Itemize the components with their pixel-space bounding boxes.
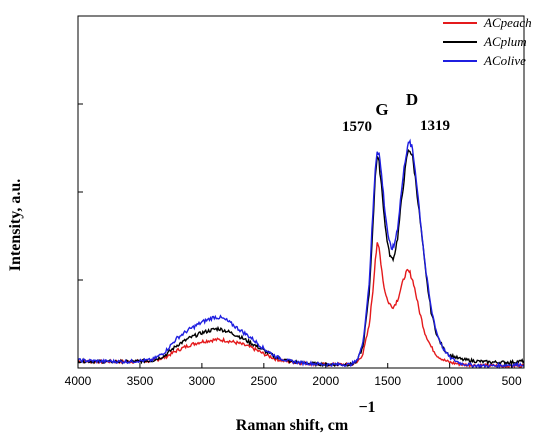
x-tick-label-2000: 2000 [312, 374, 339, 388]
x-tick-label-1000: 1000 [436, 374, 463, 388]
x-tick-label-3500: 3500 [127, 374, 154, 388]
x-tick-label-500: 500 [502, 374, 522, 388]
y-axis-title: Intensity, a.u. [7, 179, 24, 271]
legend-label-acolive: AColive [483, 53, 526, 68]
annotation-g-position: 1570 [342, 119, 372, 135]
annotation-d-position: 1319 [420, 118, 450, 134]
series-lines-group [77, 138, 525, 370]
x-axis-title-superscript: −1 [358, 399, 375, 416]
x-tick-label-2500: 2500 [250, 374, 277, 388]
legend: ACpeach ACplum AColive [443, 15, 532, 68]
x-axis-title: Raman shift, cm [236, 417, 349, 434]
series-line-acolive [77, 138, 525, 370]
y-axis-ticks [78, 15, 83, 281]
x-tick-label-4000: 4000 [65, 374, 92, 388]
annotation-g-label: G [375, 100, 388, 119]
x-tick-label-1500: 1500 [374, 374, 401, 388]
series-line-acpeach [77, 242, 525, 369]
legend-label-acplum: ACplum [483, 34, 527, 49]
annotation-d-label: D [406, 90, 418, 109]
x-tick-label-3000: 3000 [189, 374, 216, 388]
series-line-acplum [77, 148, 525, 368]
plot-frame [77, 15, 525, 369]
x-axis-ticks: 4000 3500 3000 2500 2000 1500 1000 500 [65, 363, 522, 388]
legend-label-acpeach: ACpeach [483, 15, 532, 30]
